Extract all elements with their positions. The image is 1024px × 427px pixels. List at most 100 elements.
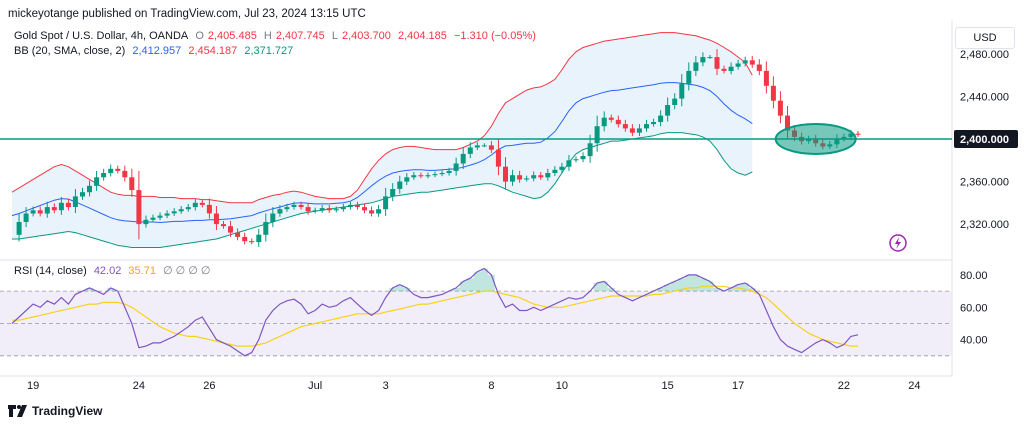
candle-body [383,196,389,210]
candle [467,142,473,159]
candle [594,115,600,152]
candle-body [552,169,558,173]
price-tick-label: 2,320.000 [960,219,1009,231]
candle-body [629,128,635,133]
candle [206,198,212,219]
candle-body [326,208,332,211]
candle [72,188,78,214]
candle-body [594,126,600,144]
candle [291,201,297,210]
candle [319,204,325,213]
candle [242,232,248,245]
candle [742,56,748,67]
candle [679,74,685,107]
candle [51,203,57,214]
candle [122,165,128,182]
candle [312,207,318,214]
price-tick-label: 2,360.000 [960,177,1009,189]
candle-body [340,207,346,210]
candle-body [23,213,29,222]
candle [270,207,276,228]
candle-body [270,213,276,222]
candle-body [636,128,642,133]
candle-body [354,204,360,207]
candle-body [30,210,36,214]
candle [23,207,29,228]
candle [418,172,424,179]
candle-body [37,210,43,214]
candle-body [474,145,480,148]
candle [213,206,219,231]
candle [129,168,135,197]
candle [178,206,184,214]
candle [150,214,156,223]
candle-body [305,207,311,212]
candle [383,187,389,217]
candle [658,110,664,127]
rsi-ma-value: 35.71 [128,265,156,277]
candle-body [178,209,184,212]
candle-body [777,100,783,116]
alert-icon-ring [889,234,907,252]
candle [545,168,551,181]
candle-body [58,202,64,211]
bb-basis-value: 2,412.957 [132,45,182,57]
candle-body [16,222,22,235]
candle-body [503,166,508,182]
hline-price-label: 2,400.000 [960,134,1009,146]
candle [305,202,311,215]
rsi-overbought-fill [86,268,756,292]
candle [601,111,607,132]
candle-body [192,202,198,208]
price-tick-label: 2,440.000 [960,91,1009,103]
bb-basis-line [11,82,753,224]
candle-body [707,57,713,59]
candle-body [213,213,219,225]
candle [354,201,360,210]
time-tick-label: 24 [908,380,920,392]
candle [686,62,692,91]
candle [221,220,226,229]
time-tick-label: Jul [308,380,322,392]
bb-band-fill [12,32,753,248]
rsi-ma-line [12,285,858,347]
rsi-tick-label: 80.00 [960,270,988,282]
time-tick-label: 22 [838,380,850,392]
candles [16,49,861,247]
candle-body [298,204,304,207]
candle [101,168,107,181]
time-tick-label: 8 [488,380,494,392]
candle-body [517,175,523,180]
candle [136,170,142,240]
candle [517,170,523,183]
alert-icon-bolt [895,237,901,249]
rsi-tick-label: 40.00 [960,335,988,347]
candle [143,215,149,228]
candle-body [72,196,78,207]
time-tick-label: 26 [203,380,215,392]
candle-body [333,209,339,211]
candle-body [87,185,92,193]
currency-selector[interactable]: USD [955,27,1015,49]
candle-body [376,209,382,214]
candle [362,203,367,214]
candle-body [524,178,530,180]
candle-body [651,122,656,125]
candle-body [249,241,255,243]
time-tick-label: 15 [662,380,674,392]
candle [199,199,205,208]
candle [256,228,262,247]
candle [749,56,755,68]
candle [453,157,459,176]
candle-body [411,175,417,178]
candle [192,198,198,211]
candle [566,154,572,171]
candle [298,201,304,210]
time-tick-label: 10 [556,380,568,392]
candle [636,124,642,137]
candle [714,49,720,76]
tradingview-logo-icon [8,405,27,417]
candle-body [672,98,678,105]
candle-body [115,168,121,171]
